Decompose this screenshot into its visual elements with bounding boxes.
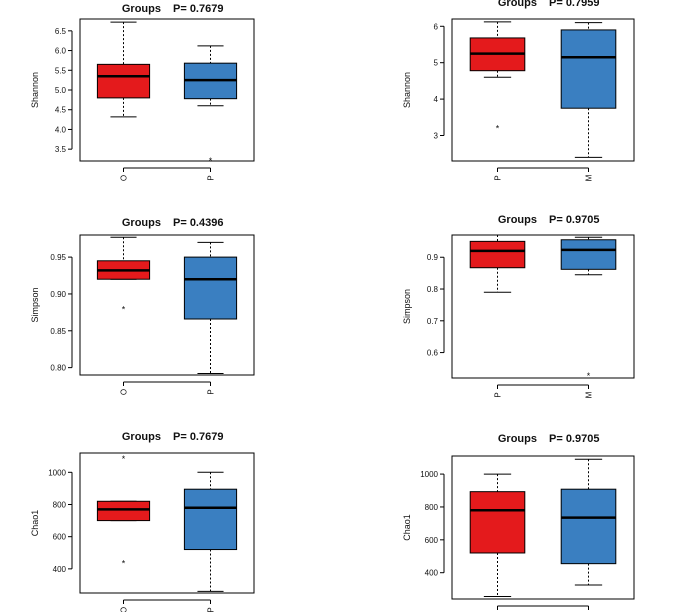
y-tick-label: 6 — [434, 22, 439, 31]
panel-2: Groups P= 0.7959 3 4 5 6 Shannon P M * — [402, 0, 635, 181]
title-groups: Groups — [498, 433, 537, 445]
y-axis-label: Shannon — [30, 72, 40, 108]
panel-1: Groups P= 0.7679 3.5 4.0 4.5 5.0 5.5 6.0 6.5 Shan… — [30, 3, 255, 181]
plot-frame — [451, 234, 635, 379]
title-p-value: P= 0.4396 — [173, 217, 223, 229]
box-P — [469, 234, 526, 293]
outlier-point: * — [122, 454, 126, 464]
iqr-box — [469, 491, 526, 554]
plot-frame — [79, 18, 255, 162]
title-p-value: P= 0.7679 — [173, 3, 223, 15]
x-tick-label: O — [120, 175, 129, 181]
y-tick-label: 3.5 — [55, 145, 67, 154]
box-O: ** — [96, 454, 151, 568]
plot-frame — [79, 234, 255, 376]
plot-frame — [451, 18, 635, 162]
y-tick-label: 4.0 — [55, 125, 67, 134]
iqr-box — [183, 256, 238, 320]
title-groups: Groups — [122, 217, 161, 229]
title-groups: Groups — [498, 0, 537, 9]
y-tick-label: 0.90 — [50, 290, 66, 299]
outlier-point: * — [122, 558, 126, 568]
y-tick-label: 400 — [425, 569, 439, 578]
x-tick-label: O — [120, 607, 129, 612]
y-axis-label: Simpson — [402, 289, 412, 324]
x-tick-label: P — [494, 392, 503, 397]
y-tick-label: 600 — [425, 536, 439, 545]
panel-4: Groups P= 0.9705 0.6 0.7 0.8 0.9 Simpson P M * — [402, 214, 635, 398]
x-tick-label: M — [585, 174, 594, 181]
title-groups: Groups — [122, 3, 161, 15]
outlier-point: * — [122, 305, 126, 315]
y-axis-label: Chao1 — [30, 510, 40, 537]
title-groups: Groups — [498, 214, 537, 226]
x-tick-label: P — [207, 389, 216, 394]
title-p-value: P= 0.7959 — [549, 0, 599, 9]
plot-frame — [79, 452, 255, 594]
y-tick-label: 0.95 — [50, 253, 66, 262]
iqr-box — [96, 500, 151, 522]
y-tick-label: 800 — [425, 503, 439, 512]
y-tick-label: 5 — [434, 59, 439, 68]
box-P: * — [183, 45, 238, 166]
y-tick-label: 1000 — [420, 470, 438, 479]
y-tick-label: 0.9 — [427, 253, 439, 262]
y-axis-label: Simpson — [30, 287, 40, 322]
box-P — [183, 241, 238, 375]
y-tick-label: 0.6 — [427, 349, 439, 358]
x-tick-label: M — [585, 391, 594, 398]
y-tick-label: 3 — [434, 132, 439, 141]
x-tick-label: P — [207, 175, 216, 180]
y-tick-label: 600 — [53, 533, 67, 542]
outlier-point: * — [209, 156, 213, 166]
title-p-value: P= 0.7679 — [173, 431, 223, 443]
title-groups: Groups — [122, 431, 161, 443]
box-P — [183, 471, 238, 592]
box-M — [560, 22, 617, 158]
box-M — [560, 458, 617, 586]
x-tick-label: O — [120, 389, 129, 395]
y-tick-label: 400 — [53, 565, 67, 574]
x-tick-label: P — [494, 175, 503, 180]
y-tick-label: 5.0 — [55, 86, 67, 95]
iqr-box — [560, 29, 617, 109]
outlier-point: * — [587, 371, 591, 381]
title-p-value: P= 0.9705 — [549, 214, 599, 226]
y-tick-label: 6.0 — [55, 47, 67, 56]
iqr-box — [96, 63, 151, 99]
iqr-box — [469, 240, 526, 269]
y-tick-label: 0.80 — [50, 364, 66, 373]
y-tick-label: 800 — [53, 500, 67, 509]
box-M: * — [560, 236, 617, 381]
box-P: * — [469, 21, 526, 134]
y-tick-label: 5.5 — [55, 66, 67, 75]
y-axis-label: Chao1 — [402, 514, 412, 541]
iqr-box — [183, 488, 238, 551]
title-p-value: P= 0.9705 — [549, 433, 599, 445]
outlier-point: * — [496, 124, 500, 134]
box-P — [469, 473, 526, 598]
plot-frame — [451, 455, 635, 600]
box-O: * — [96, 236, 151, 315]
iqr-box — [560, 488, 617, 565]
y-axis-label: Shannon — [402, 72, 412, 108]
y-tick-label: 4 — [434, 95, 439, 104]
y-tick-label: 1000 — [48, 468, 66, 477]
panel-3: Groups P= 0.4396 0.80 0.85 0.90 0.95 Simpson O P… — [30, 217, 255, 395]
iqr-box — [560, 239, 617, 270]
x-tick-label: P — [207, 607, 216, 612]
y-tick-label: 6.5 — [55, 27, 67, 36]
box-O — [96, 21, 151, 118]
y-tick-label: 4.5 — [55, 106, 67, 115]
y-tick-label: 0.7 — [427, 317, 439, 326]
y-tick-label: 0.85 — [50, 327, 66, 336]
y-tick-label: 0.8 — [427, 285, 439, 294]
